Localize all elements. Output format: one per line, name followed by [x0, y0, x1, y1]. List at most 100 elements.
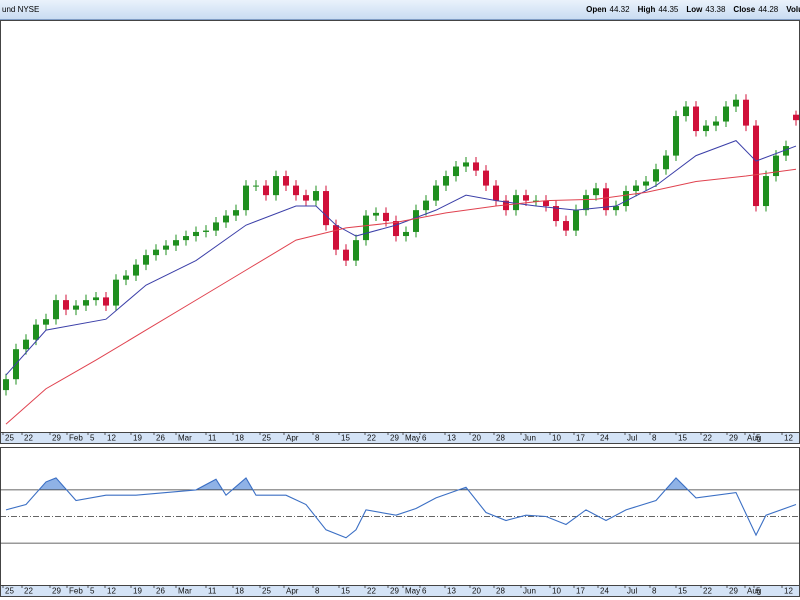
x-tick-label: 29 [390, 587, 399, 596]
x-tick-label: 8 [315, 434, 320, 443]
quote-value: 44.28 [758, 5, 779, 14]
candle-body [183, 236, 189, 241]
candle-body [443, 176, 449, 186]
x-tick-label: 10 [552, 587, 561, 596]
x-tick-label: 28 [496, 434, 505, 443]
candle-body [243, 185, 249, 211]
x-tick-label: 17 [576, 434, 585, 443]
x-tick-label: 6 [422, 434, 427, 443]
candle-body [693, 106, 699, 132]
candle-body [753, 125, 759, 207]
x-tick-label: 19 [133, 434, 142, 443]
x-tick-label: 20 [472, 434, 481, 443]
candle-body [263, 185, 269, 196]
x-tick-label: 13 [447, 434, 456, 443]
candle-body [493, 185, 499, 201]
x-tick-label: 12 [784, 434, 793, 443]
candle-body [593, 188, 599, 196]
x-tick-label: 13 [447, 587, 456, 596]
x-tick-label: 8 [315, 587, 320, 596]
candle-body [513, 195, 519, 211]
candle-body [283, 176, 289, 186]
x-tick-label: 15 [678, 434, 687, 443]
candle-body [63, 300, 69, 310]
candle-body [453, 166, 459, 177]
candle-body [533, 200, 539, 202]
x-tick-label: 12 [784, 587, 793, 596]
candle-body [403, 231, 409, 237]
quote-label: Low [686, 5, 703, 14]
x-tick-label: 19 [133, 587, 142, 596]
moving-average [5, 140, 797, 376]
indicator-line [5, 477, 797, 539]
x-tick-label: 25 [262, 434, 271, 443]
candle-body [583, 195, 589, 211]
candle-body [113, 279, 119, 306]
candle-body [433, 185, 439, 201]
moving-average [5, 168, 797, 425]
x-tick-label: 5 [756, 434, 761, 443]
candle-body [303, 195, 309, 201]
candle-body [333, 225, 339, 250]
candle-body [313, 191, 319, 201]
x-tick-label: 25 [5, 587, 14, 596]
x-tick-label: 22 [703, 434, 712, 443]
quote-value: 44.35 [658, 5, 679, 14]
candle-body [173, 240, 179, 246]
x-tick-label: 28 [496, 587, 505, 596]
candle-body [793, 114, 799, 121]
x-tick-label: 15 [341, 587, 350, 596]
candle-body [673, 116, 679, 156]
candle-body [53, 300, 59, 320]
candle-body [743, 99, 749, 126]
candle-body [153, 249, 159, 256]
symbol: und NYSE [2, 5, 40, 14]
candle-body [233, 210, 239, 216]
quote-label: High [637, 5, 656, 14]
x-tick-label: 29 [729, 434, 738, 443]
x-tick-label: 11 [208, 434, 217, 443]
candle-body [683, 106, 689, 117]
candle-body [563, 221, 569, 231]
x-tick-label: 10 [552, 434, 561, 443]
candle-body [633, 185, 639, 192]
x-tick-label: 26 [156, 587, 165, 596]
candle-body [603, 188, 609, 211]
x-tick-label: 5 [756, 587, 761, 596]
candle-body [73, 305, 79, 310]
x-tick-label: 8 [652, 587, 657, 596]
candle-body [483, 170, 489, 186]
candle-body [573, 210, 579, 231]
candle-body [413, 210, 419, 232]
candle-body [543, 200, 549, 207]
candle-body [103, 297, 109, 306]
x-tick-label: 12 [107, 587, 116, 596]
x-tick-label: 29 [52, 434, 61, 443]
candle-body [653, 169, 659, 182]
candle-body [523, 195, 529, 201]
x-tick-label: Jul [627, 434, 637, 443]
x-tick-label: 25 [262, 587, 271, 596]
x-tick-label: Mar [178, 434, 192, 443]
x-tick-label: 18 [235, 434, 244, 443]
x-tick-label: 6 [422, 587, 427, 596]
x-tick-label: Aug [747, 587, 761, 596]
x-tick-label: 17 [576, 587, 585, 596]
candle-body [193, 231, 199, 237]
candle-body [763, 176, 769, 207]
x-tick-label: 22 [24, 434, 33, 443]
x-tick-label: Jun [523, 587, 536, 596]
candle-body [253, 185, 259, 187]
x-tick-label: 29 [390, 434, 399, 443]
candle-body [93, 297, 99, 301]
price-panel [0, 20, 800, 444]
x-tick-label: 5 [90, 587, 95, 596]
candle-body [473, 162, 479, 171]
candle-body [663, 155, 669, 170]
x-tick-label: May [405, 434, 420, 443]
candle-body [23, 339, 29, 350]
x-tick-label: 22 [24, 587, 33, 596]
candle-body [133, 264, 139, 276]
